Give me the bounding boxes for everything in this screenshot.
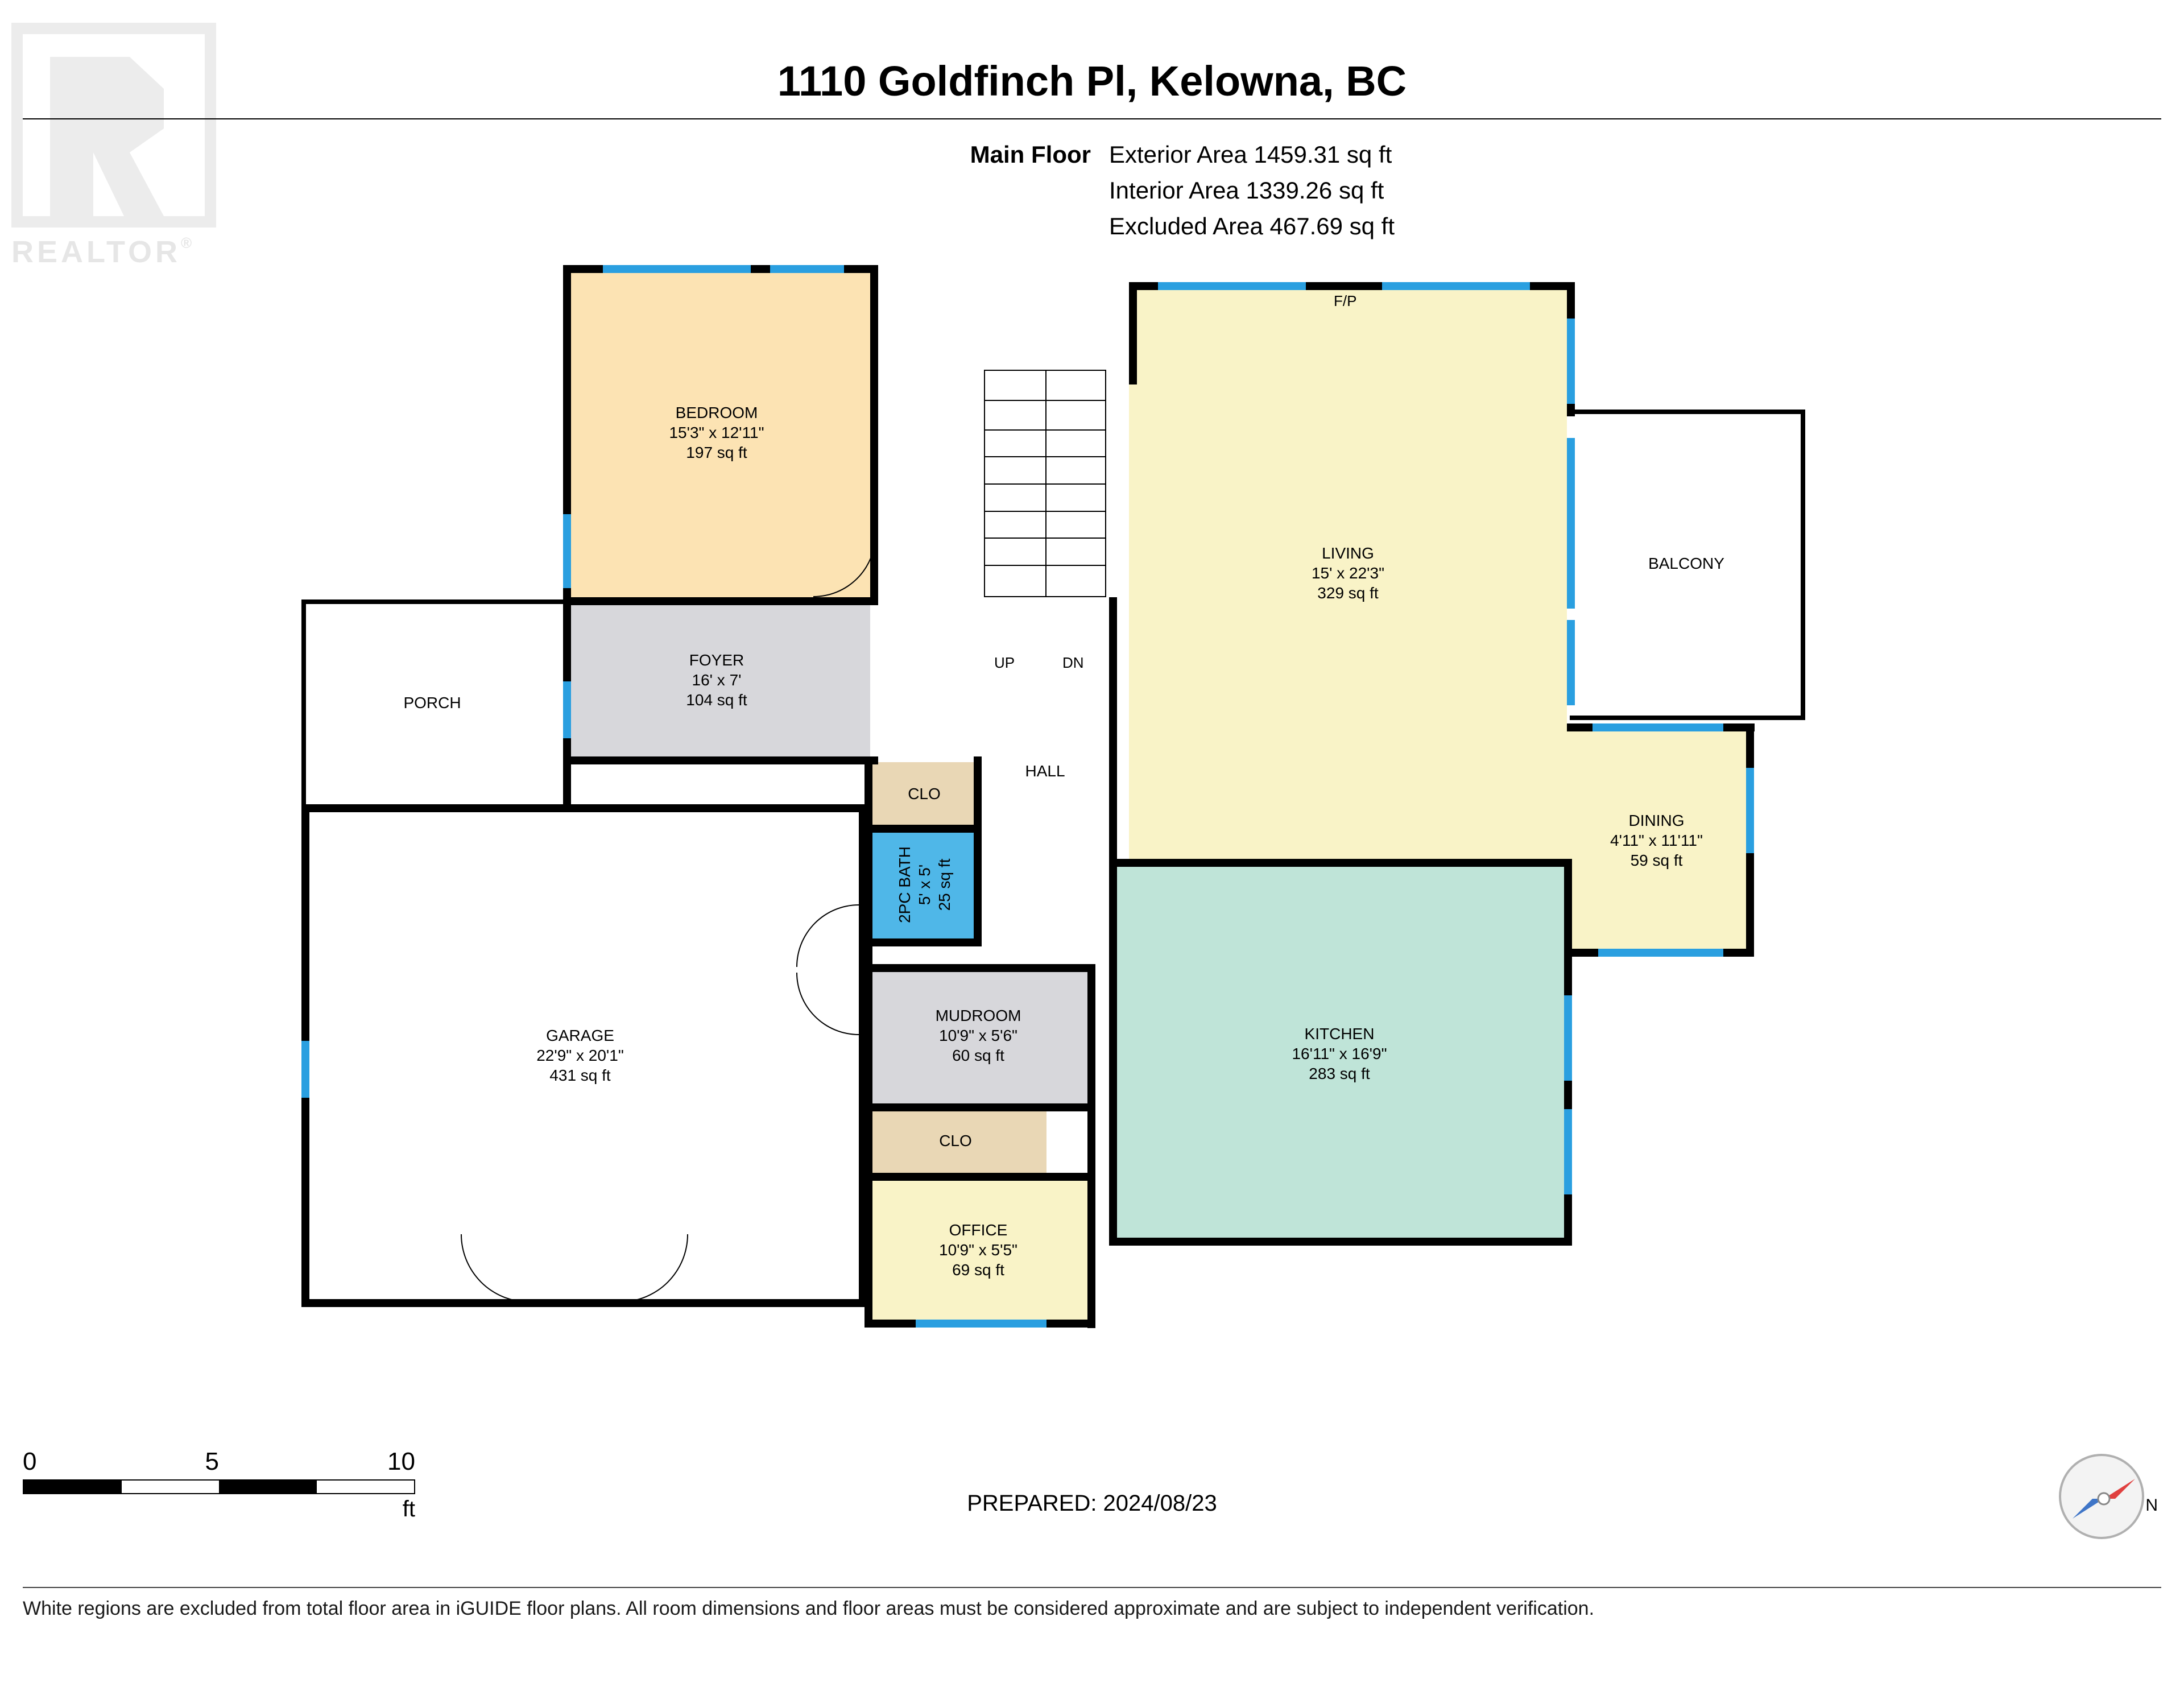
floor-label: Main Floor <box>970 137 1091 172</box>
divider-bottom <box>23 1587 2161 1588</box>
room-name: BEDROOM <box>669 403 764 423</box>
room-name: 2PC BATH <box>894 846 914 923</box>
room-name: MUDROOM <box>936 1006 1021 1026</box>
room-area: 69 sq ft <box>939 1260 1017 1280</box>
room-dim: 10'9" x 5'6" <box>936 1026 1021 1045</box>
dn-label: DN <box>1062 654 1084 672</box>
room-area: 283 sq ft <box>1292 1064 1387 1084</box>
stairway <box>984 370 1106 597</box>
room-dim: 22'9" x 20'1" <box>536 1045 624 1065</box>
room-dim: 16'11" x 16'9" <box>1292 1044 1387 1064</box>
room-name: DINING <box>1610 811 1703 830</box>
room-balcony: BALCONY <box>1570 410 1803 717</box>
room-dim: 15' x 22'3" <box>1312 563 1384 583</box>
room-living: LIVING15' x 22'3"329 sq ft <box>1129 284 1567 862</box>
room-name: FOYER <box>686 650 747 670</box>
room-foyer: FOYER16' x 7'104 sq ft <box>563 600 870 759</box>
room-clo1: CLO <box>870 762 978 825</box>
room-area: 431 sq ft <box>536 1065 624 1085</box>
page-title: 1110 Goldfinch Pl, Kelowna, BC <box>0 57 2184 105</box>
room-area: 25 sq ft <box>934 846 954 923</box>
room-area: 60 sq ft <box>936 1045 1021 1065</box>
room-name: GARAGE <box>536 1026 624 1045</box>
scale-10: 10 <box>387 1448 415 1476</box>
room-dim: 16' x 7' <box>686 670 747 690</box>
prepared-date: PREPARED: 2024/08/23 <box>0 1491 2184 1516</box>
room-mudroom: MUDROOM10'9" x 5'6"60 sq ft <box>864 967 1092 1103</box>
room-garage: GARAGE22'9" x 20'1"431 sq ft <box>301 808 859 1303</box>
compass-icon: N <box>2059 1454 2144 1539</box>
room-name: LIVING <box>1312 543 1384 563</box>
room-name: PORCH <box>403 693 461 713</box>
room-clo2: CLO <box>864 1106 1046 1175</box>
room-dining: DINING4'11" x 11'11"59 sq ft <box>1567 728 1746 953</box>
room-dim: 4'11" x 11'11" <box>1610 830 1703 850</box>
room-dim: 10'9" x 5'5" <box>939 1240 1017 1260</box>
room-name: CLO <box>908 784 941 804</box>
room-kitchen: KITCHEN16'11" x 16'9"283 sq ft <box>1115 865 1564 1243</box>
room-porch: PORCH <box>301 600 563 805</box>
room-name: KITCHEN <box>1292 1024 1387 1044</box>
exterior-area: Exterior Area 1459.31 sq ft <box>1109 137 1395 172</box>
room-name: OFFICE <box>939 1220 1017 1240</box>
room-name: HALL <box>1025 761 1065 781</box>
room-bath: 2PC BATH5' x 5'25 sq ft <box>870 828 978 941</box>
room-office: OFFICE10'9" x 5'5"69 sq ft <box>864 1177 1092 1322</box>
scale-0: 0 <box>23 1448 36 1476</box>
room-area: 104 sq ft <box>686 690 747 710</box>
floor-plan: BEDROOM15'3" x 12'11"197 sq ft PORCH FOYER… <box>301 256 1803 1371</box>
room-area: 197 sq ft <box>669 443 764 462</box>
room-name: CLO <box>939 1131 972 1151</box>
disclaimer-text: White regions are excluded from total fl… <box>23 1598 1594 1620</box>
excluded-area: Excluded Area 467.69 sq ft <box>1109 208 1395 244</box>
compass-n: N <box>2145 1496 2158 1515</box>
watermark-text: REALTOR <box>11 235 181 269</box>
scale-5: 5 <box>205 1448 219 1476</box>
room-dim: 15'3" x 12'11" <box>669 423 764 443</box>
interior-area: Interior Area 1339.26 sq ft <box>1109 172 1395 208</box>
up-label: UP <box>994 654 1015 672</box>
divider-top <box>23 118 2161 119</box>
room-dim: 5' x 5' <box>914 846 934 923</box>
watermark-sup: ® <box>181 234 195 251</box>
room-hall: HALL <box>981 600 1109 941</box>
room-area: 59 sq ft <box>1610 850 1703 870</box>
room-name: BALCONY <box>1648 553 1724 573</box>
room-area: 329 sq ft <box>1312 583 1384 603</box>
fp-label: F/P <box>1334 292 1356 310</box>
